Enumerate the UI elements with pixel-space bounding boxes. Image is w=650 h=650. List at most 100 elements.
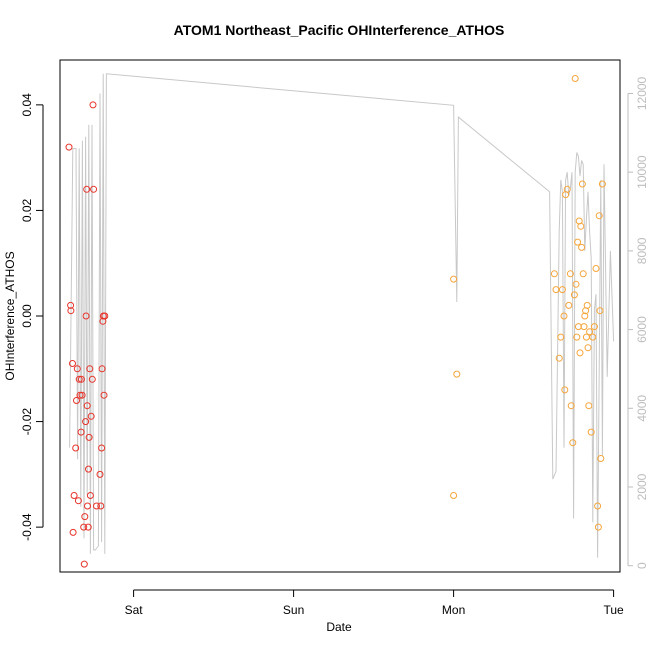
data-point-series-1 (97, 502, 105, 510)
data-point-series-1 (67, 307, 75, 315)
data-point-series-2 (590, 323, 598, 331)
y-axis-label: OHInterference_ATHOS (3, 251, 17, 380)
data-point-series-2 (592, 265, 600, 272)
points-layer (65, 75, 606, 568)
data-point-series-2 (589, 333, 597, 341)
data-point-series-1 (84, 523, 92, 531)
data-point-series-2 (584, 344, 592, 352)
data-point-series-2 (572, 280, 580, 288)
y2-axis: 0 2000 4000 6000 8000 10000 12000 (627, 76, 649, 569)
data-point-series-1 (96, 470, 104, 478)
data-point-series-1 (86, 365, 94, 373)
data-point-series-2 (587, 428, 595, 436)
y2-tick-label: 12000 (635, 76, 649, 110)
data-point-series-1 (69, 360, 76, 367)
data-point-series-1 (93, 502, 100, 510)
data-point-series-2 (550, 270, 558, 278)
x-tick-label: Tue (603, 603, 624, 617)
data-point-series-2 (574, 238, 582, 246)
x-axis: Sat Sun Mon Tue (125, 589, 624, 617)
data-point-series-2 (578, 180, 586, 188)
data-point-series-1 (83, 185, 91, 193)
data-point-series-2 (583, 301, 591, 309)
data-point-series-1 (84, 502, 91, 510)
data-point-series-1 (98, 444, 106, 452)
plot-frame (59, 59, 621, 573)
data-point-series-1 (65, 143, 73, 151)
data-point-series-1 (100, 391, 108, 399)
y-tick-label: -0.04 (20, 513, 34, 541)
y2-tick-label: 2000 (635, 473, 649, 500)
data-point-series-1 (98, 365, 106, 373)
data-point-series-2 (586, 328, 594, 336)
data-point-series-1 (77, 428, 85, 436)
data-point-series-2 (565, 301, 573, 309)
data-point-series-2 (594, 502, 602, 510)
data-point-series-2 (598, 180, 606, 188)
series-line (69, 73, 615, 558)
y-tick-label: 0.00 (20, 304, 34, 328)
data-point-series-2 (570, 291, 578, 299)
data-point-series-2 (578, 243, 586, 251)
data-point-series-1 (69, 528, 77, 536)
data-point-series-1 (82, 312, 90, 320)
data-point-series-2 (596, 307, 604, 315)
x-tick-label: Mon (442, 603, 465, 617)
data-point-series-2 (581, 312, 589, 320)
data-point-series-1 (80, 523, 88, 531)
data-point-series-1 (83, 402, 91, 410)
data-point-series-1 (101, 312, 109, 320)
chart-title: ATOM1 Northeast_Pacific OHInterference_A… (174, 22, 505, 38)
y2-tick-label: 4000 (635, 395, 649, 422)
data-point-series-1 (81, 513, 89, 521)
data-point-series-2 (561, 386, 569, 394)
y2-tick-label: 8000 (635, 237, 649, 264)
data-point-series-2 (560, 312, 568, 320)
data-point-series-2 (558, 286, 566, 294)
data-point-series-2 (453, 370, 461, 378)
data-point-series-2 (577, 222, 585, 230)
data-point-series-1 (73, 397, 80, 404)
data-point-series-1 (86, 492, 94, 499)
x-axis-label: Date (326, 620, 352, 634)
data-point-series-2 (579, 270, 587, 278)
data-point-series-2 (450, 275, 458, 283)
data-point-series-2 (595, 212, 603, 220)
x-tick-label: Sun (283, 603, 304, 617)
data-point-series-1 (76, 391, 84, 399)
line-layer (69, 73, 615, 558)
data-point-series-2 (585, 402, 593, 410)
data-point-series-2 (566, 270, 574, 278)
data-point-series-1 (67, 301, 75, 309)
y-tick-label: 0.04 (20, 93, 34, 117)
data-point-series-2 (557, 333, 565, 341)
data-point-series-2 (597, 455, 605, 462)
data-point-series-2 (450, 492, 458, 499)
data-point-series-1 (82, 418, 90, 426)
data-point-series-2 (571, 75, 579, 82)
data-point-series-1 (87, 412, 95, 420)
data-point-series-1 (88, 375, 96, 383)
data-point-series-1 (73, 365, 81, 373)
data-point-series-1 (72, 444, 80, 452)
data-point-series-1 (78, 391, 86, 399)
data-point-series-1 (90, 185, 98, 193)
data-point-series-1 (89, 101, 97, 109)
data-point-series-1 (80, 560, 88, 568)
data-point-series-2 (594, 523, 602, 531)
y-tick-label: -0.02 (20, 408, 34, 436)
data-point-series-1 (74, 497, 82, 505)
data-point-series-2 (569, 439, 577, 447)
data-point-series-1 (75, 375, 83, 383)
y2-tick-label: 0 (635, 562, 649, 569)
data-point-series-2 (555, 354, 563, 362)
y-axis: -0.04 -0.02 0.00 0.02 0.04 (20, 93, 44, 541)
y-tick-label: 0.02 (20, 198, 34, 222)
data-point-series-1 (85, 465, 92, 473)
y2-tick-label: 6000 (635, 316, 649, 343)
x-tick-label: Sat (125, 603, 144, 617)
y2-tick-label: 10000 (635, 155, 649, 189)
data-point-series-2 (576, 349, 584, 357)
data-point-series-2 (563, 185, 571, 193)
